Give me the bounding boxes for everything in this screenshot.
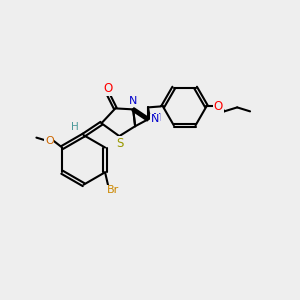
Text: N: N [151,114,159,124]
Text: O: O [214,100,223,113]
Text: Br: Br [107,185,119,195]
Text: S: S [117,136,124,150]
Text: H: H [71,122,79,132]
Text: N: N [129,97,137,106]
Text: O: O [104,82,113,95]
Text: N: N [153,113,161,123]
Text: O: O [45,136,54,146]
